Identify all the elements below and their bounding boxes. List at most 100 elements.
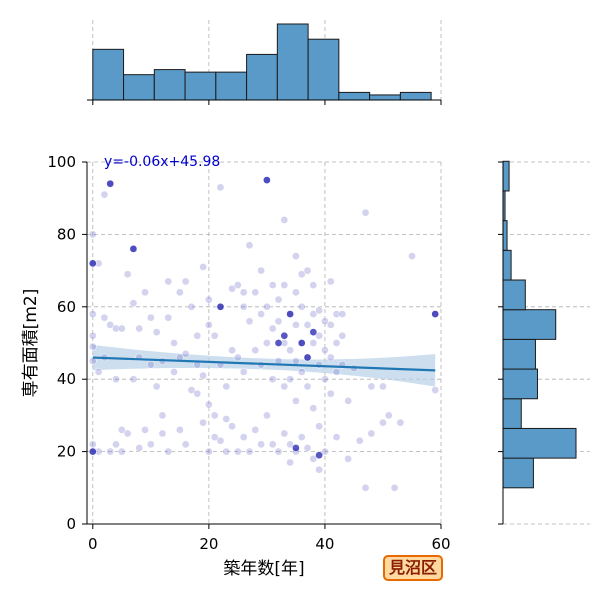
- right-hist-bar: [502, 220, 508, 251]
- top-hist-bar: [369, 94, 401, 101]
- scatter-point: [297, 368, 306, 376]
- scatter-point: [117, 324, 126, 333]
- scatter-point: [205, 295, 213, 304]
- scatter-point: [146, 313, 155, 322]
- scatter-point: [199, 371, 207, 380]
- scatter-point: [332, 433, 341, 441]
- scatter-point: [146, 360, 155, 369]
- scatter-point: [286, 458, 294, 467]
- scatter-point: [245, 317, 254, 326]
- scatter-point-dark: [286, 310, 294, 318]
- top-hist-bar: [123, 74, 155, 101]
- scatter-point: [164, 313, 173, 322]
- regression-equation: y=-0.06x+45.98: [104, 154, 220, 170]
- scatter-point-dark: [309, 328, 318, 336]
- scatter-point: [361, 208, 370, 217]
- scatter-point: [158, 411, 167, 420]
- scatter-point: [332, 339, 341, 347]
- scatter-point: [106, 447, 115, 456]
- scatter-point: [280, 382, 289, 391]
- scatter-point: [297, 302, 306, 311]
- scatter-point: [135, 324, 144, 333]
- scatter-point: [303, 382, 312, 391]
- scatter-point: [286, 375, 294, 384]
- top-hist-bar: [92, 48, 125, 101]
- scatter-point: [251, 288, 260, 297]
- scatter-point-dark: [263, 176, 271, 184]
- scatter-point: [152, 328, 161, 336]
- scatter-point: [280, 281, 289, 289]
- scatter-point: [367, 382, 376, 391]
- scatter-point: [181, 440, 190, 449]
- scatter-point: [263, 411, 271, 420]
- scatter-point: [170, 368, 178, 376]
- scatter-point: [274, 317, 283, 326]
- right-histogram: [498, 160, 590, 525]
- scatter-point: [286, 440, 294, 449]
- scatter-point: [309, 404, 318, 413]
- scatter-point: [292, 252, 300, 260]
- scatter-point: [338, 310, 347, 318]
- scatter-point: [297, 270, 306, 279]
- scatter-point: [332, 310, 341, 318]
- scatter-point: [326, 389, 335, 398]
- scatter-point: [88, 342, 97, 351]
- top-hist-bar: [153, 69, 186, 101]
- scatter-point: [245, 447, 254, 456]
- scatter-point: [228, 346, 236, 355]
- scatter-point: [303, 321, 312, 329]
- scatter-point: [239, 368, 248, 376]
- scatter-point: [321, 317, 329, 326]
- scatter-point: [292, 357, 300, 365]
- scatter-point: [315, 465, 323, 474]
- y-tick-label: 40: [57, 370, 76, 388]
- scatter-point: [176, 288, 184, 297]
- scatter-point: [297, 433, 306, 441]
- scatter-point: [292, 321, 300, 329]
- y-tick-label: 0: [66, 515, 76, 533]
- scatter-point: [88, 357, 97, 365]
- regression-line-group: [92, 356, 436, 372]
- top-hist-bar: [184, 71, 217, 101]
- main-axes: 0 20 40 60 0 20 40 60 80 100: [47, 153, 450, 553]
- scatter-point-dark: [297, 339, 306, 347]
- scatter-point: [326, 321, 335, 329]
- scatter-point: [379, 418, 387, 427]
- scatter-point: [315, 331, 323, 340]
- scatter-point: [88, 440, 97, 449]
- scatter-point: [176, 426, 184, 434]
- scatter-point: [326, 277, 335, 286]
- scatter-point: [199, 263, 207, 271]
- scatter-point: [88, 230, 97, 239]
- y-tick-label: 80: [57, 225, 76, 243]
- scatter-point: [158, 429, 167, 438]
- scatter-point: [100, 313, 109, 322]
- scatter-point: [129, 375, 138, 384]
- scatter-point: [379, 382, 387, 391]
- scatter-point: [193, 331, 202, 340]
- right-hist-bar: [502, 398, 522, 429]
- scatter-point: [292, 288, 300, 297]
- scatter-point: [117, 426, 126, 434]
- scatter-point: [234, 447, 242, 456]
- x-axis-title: 築年数[年]: [223, 559, 304, 579]
- scatter-point: [303, 266, 312, 275]
- scatter-point-dark: [303, 353, 312, 362]
- scatter-point: [274, 447, 283, 456]
- scatter-point: [263, 339, 271, 347]
- scatter-point: [344, 397, 352, 405]
- scatter-point: [146, 440, 155, 449]
- scatter-point: [210, 411, 219, 420]
- scatter-point: [268, 440, 277, 449]
- ci-band: [92, 344, 436, 387]
- scatter-point: [170, 339, 178, 347]
- right-hist-bar: [502, 249, 512, 281]
- scatter-point-dark: [280, 331, 289, 340]
- scatter-point: [164, 277, 173, 286]
- scatter-point: [123, 270, 132, 279]
- scatter-point: [309, 339, 318, 347]
- scatter-point: [321, 375, 329, 384]
- scatter-point: [309, 281, 318, 289]
- scatter-point: [88, 331, 97, 340]
